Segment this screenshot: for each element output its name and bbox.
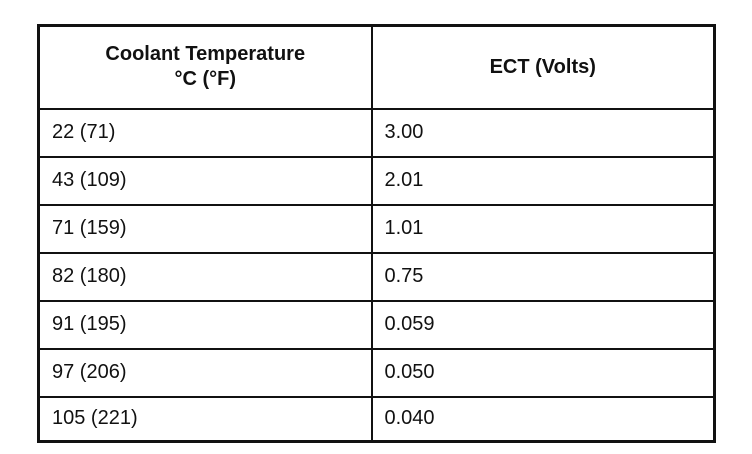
table-cell: 1.01 [370,203,716,254]
table-body: 22 (71) 3.00 43 (109) 2.01 71 (159) 1.01 82 (1… [37,107,716,443]
table-cell: 97 (206) [37,347,373,398]
table-row: 97 (206) 0.050 [37,347,716,398]
table-cell: 0.059 [370,299,716,350]
table-row: 43 (109) 2.01 [37,155,716,206]
ect-table: Coolant Temperature °C (°F) ECT (Volts) … [37,24,716,443]
table-cell: 105 (221) [37,395,373,443]
table-cell: 0.050 [370,347,716,398]
table-cell: 71 (159) [37,203,373,254]
table-cell: 22 (71) [37,107,373,158]
table-row: 105 (221) 0.040 [37,395,716,443]
header-cell: ECT (Volts) [370,24,716,110]
table-cell: 2.01 [370,155,716,206]
table-row: 71 (159) 1.01 [37,203,716,254]
table-cell: 43 (109) [37,155,373,206]
table-head: Coolant Temperature °C (°F) ECT (Volts) [37,24,716,110]
header-text: Coolant Temperature [105,43,306,66]
table-cell: 0.040 [370,395,716,443]
header-row: Coolant Temperature °C (°F) ECT (Volts) [37,24,716,110]
table-row: 82 (180) 0.75 [37,251,716,302]
table-row: 91 (195) 0.059 [37,299,716,350]
table-cell: 91 (195) [37,299,373,350]
header-text: ECT (Volts) [489,55,596,78]
table-row: 22 (71) 3.00 [37,107,716,158]
table-cell: 0.75 [370,251,716,302]
table-cell: 82 (180) [37,251,373,302]
header-text: °C (°F) [174,68,237,91]
table-cell: 3.00 [370,107,716,158]
header-cell: Coolant Temperature °C (°F) [37,24,373,110]
